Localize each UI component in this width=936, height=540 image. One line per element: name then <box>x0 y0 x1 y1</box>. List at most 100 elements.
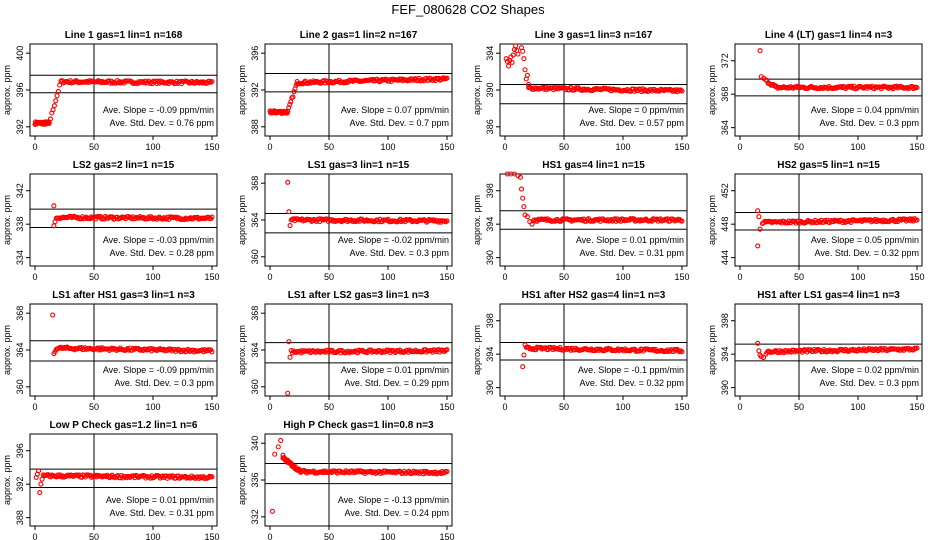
y-tick-label: 390 <box>485 250 495 265</box>
slope-annotation: Ave. Slope = -0.13 ppm/min <box>338 495 449 505</box>
y-tick-label: 444 <box>720 250 730 265</box>
data-point <box>868 219 875 225</box>
x-tick-label: 100 <box>380 532 395 540</box>
chart-title: HS1 after HS2 gas=4 lin=1 n=3 <box>522 290 666 301</box>
stddev-annotation: Ave. Std. Dev. = 0.3 ppm <box>115 378 214 388</box>
y-tick-label: 394 <box>485 347 495 362</box>
data-point <box>505 63 512 69</box>
y-axis-label: approx. ppm <box>2 195 12 245</box>
stddev-annotation: Ave. Std. Dev. = 0.57 ppm <box>580 118 684 128</box>
x-tick-label: 0 <box>267 532 272 540</box>
slope-annotation: Ave. Slope = -0.09 ppm/min <box>103 105 214 115</box>
y-axis-label: approx. ppm <box>2 65 12 115</box>
data-point <box>285 179 291 185</box>
data-point <box>339 219 345 225</box>
slope-annotation: Ave. Slope = -0.02 ppm/min <box>338 235 449 245</box>
data-point <box>756 214 762 220</box>
x-tick-label: 50 <box>89 532 99 540</box>
data-point <box>272 451 278 457</box>
data-point <box>524 214 530 220</box>
x-tick-label: 100 <box>145 532 160 540</box>
y-axis-label: approx. ppm <box>2 325 12 375</box>
x-tick-label: 0 <box>737 142 742 152</box>
stddev-annotation: Ave. Std. Dev. = 0.3 ppm <box>820 118 919 128</box>
chart-title: HS1 gas=4 lin=1 n=15 <box>542 160 645 171</box>
data-point <box>51 203 57 209</box>
stddev-annotation: Ave. Std. Dev. = 0.7 ppm <box>350 118 449 128</box>
x-tick-label: 100 <box>145 402 160 412</box>
x-tick-label: 50 <box>559 142 569 152</box>
data-point <box>914 217 920 223</box>
y-axis-label: approx. ppm <box>237 325 247 375</box>
x-tick-label: 150 <box>439 532 454 540</box>
plot-frame <box>29 433 218 527</box>
y-tick-label: 396 <box>15 443 25 458</box>
data-point <box>515 51 521 57</box>
y-tick-label: 342 <box>15 183 25 198</box>
x-tick-label: 150 <box>909 272 924 282</box>
y-tick-label: 400 <box>15 46 25 61</box>
data-point <box>287 101 293 107</box>
data-point <box>286 209 292 215</box>
slope-annotation: Ave. Slope = 0.07 ppm/min <box>341 105 449 115</box>
data-point <box>518 186 525 192</box>
slope-annotation: Ave. Slope = -0.1 ppm/min <box>578 365 684 375</box>
slope-annotation: Ave. Slope = -0.03 ppm/min <box>103 235 214 245</box>
slope-annotation: Ave. Slope = 0.04 ppm/min <box>811 105 919 115</box>
data-series <box>285 339 450 396</box>
data-point <box>147 80 153 86</box>
data-point <box>444 347 450 353</box>
data-point <box>805 217 811 223</box>
x-tick-label: 0 <box>32 532 37 540</box>
x-tick-label: 0 <box>502 402 507 412</box>
chart-title: LS1 gas=3 lin=1 n=15 <box>308 160 410 171</box>
data-series <box>520 342 685 370</box>
data-point <box>275 444 281 450</box>
y-tick-label: 394 <box>720 347 730 362</box>
stddev-annotation: Ave. Std. Dev. = 0.32 ppm <box>815 248 919 258</box>
data-point <box>679 88 685 94</box>
data-point <box>522 67 528 73</box>
y-axis-label: approx. ppm <box>707 65 717 115</box>
data-point <box>809 220 815 226</box>
x-tick-label: 100 <box>850 142 865 152</box>
data-point <box>209 79 215 85</box>
chart-title: Line 2 gas=1 lin=2 n=167 <box>300 30 418 41</box>
y-tick-label: 392 <box>15 477 25 492</box>
x-tick-label: 150 <box>674 402 689 412</box>
x-tick-label: 150 <box>204 532 219 540</box>
y-tick-label: 364 <box>720 120 730 135</box>
data-point <box>432 217 438 223</box>
page-title: FEF_080628 CO2 Shapes <box>391 2 545 17</box>
data-point <box>521 352 527 358</box>
y-axis-label: approx. ppm <box>472 195 482 245</box>
y-tick-label: 334 <box>15 250 25 265</box>
y-tick-label: 390 <box>485 380 495 395</box>
data-series <box>755 340 920 361</box>
data-point <box>125 213 131 220</box>
data-series <box>267 75 450 116</box>
data-series <box>504 171 685 227</box>
plot-frame <box>499 173 688 267</box>
data-point <box>756 348 762 354</box>
y-tick-label: 394 <box>485 46 495 61</box>
data-point <box>757 48 763 54</box>
data-point <box>504 58 510 65</box>
chart-title: HS1 after LS1 gas=4 lin=1 n=3 <box>757 290 900 301</box>
x-tick-label: 150 <box>204 272 219 282</box>
y-tick-label: 336 <box>250 472 260 487</box>
data-series <box>32 78 215 128</box>
y-tick-label: 372 <box>720 53 730 68</box>
data-point <box>287 222 293 229</box>
y-tick-label: 392 <box>15 119 25 134</box>
x-tick-label: 150 <box>674 142 689 152</box>
slope-annotation: Ave. Slope = 0.01 ppm/min <box>106 495 214 505</box>
data-point <box>209 214 215 220</box>
x-tick-label: 50 <box>324 532 334 540</box>
data-point <box>35 468 42 474</box>
y-tick-label: 388 <box>15 510 25 525</box>
data-point <box>278 437 284 443</box>
y-tick-label: 368 <box>250 306 260 321</box>
